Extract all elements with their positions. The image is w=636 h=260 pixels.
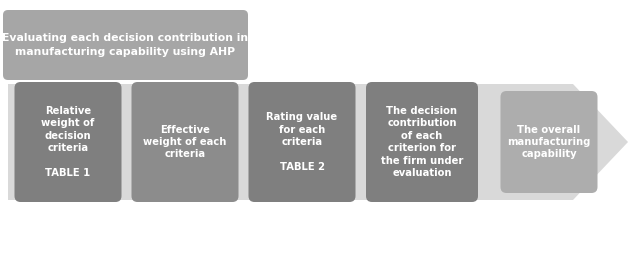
Text: The decision
contribution
of each
criterion for
the firm under
evaluation: The decision contribution of each criter… <box>381 106 463 178</box>
FancyBboxPatch shape <box>249 82 356 202</box>
Polygon shape <box>8 84 628 200</box>
Text: The overall
manufacturing
capability: The overall manufacturing capability <box>508 125 591 159</box>
Text: Evaluating each decision contribution in
manufacturing capability using AHP: Evaluating each decision contribution in… <box>3 33 249 57</box>
Text: Effective
weight of each
criteria: Effective weight of each criteria <box>143 125 226 159</box>
FancyBboxPatch shape <box>501 91 597 193</box>
FancyBboxPatch shape <box>15 82 121 202</box>
Text: Rating value
for each
criteria

TABLE 2: Rating value for each criteria TABLE 2 <box>266 112 338 172</box>
Text: Relative
weight of
decision
criteria

TABLE 1: Relative weight of decision criteria TAB… <box>41 106 95 178</box>
FancyBboxPatch shape <box>3 10 248 80</box>
FancyBboxPatch shape <box>366 82 478 202</box>
FancyBboxPatch shape <box>132 82 238 202</box>
